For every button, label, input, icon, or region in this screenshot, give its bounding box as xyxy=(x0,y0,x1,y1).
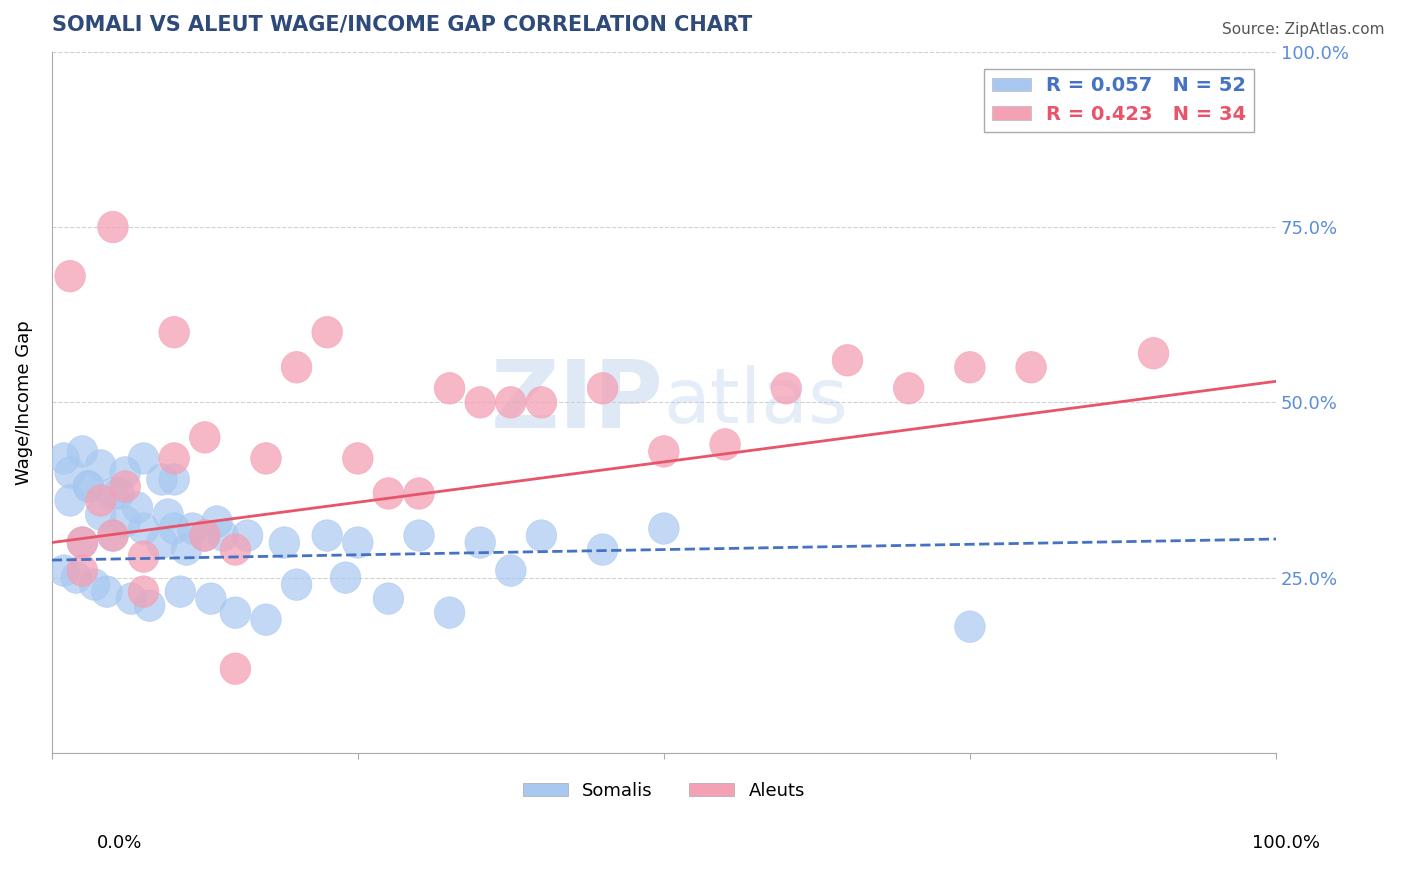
Ellipse shape xyxy=(201,506,232,537)
Ellipse shape xyxy=(159,317,190,348)
Ellipse shape xyxy=(146,464,177,495)
Ellipse shape xyxy=(250,442,281,475)
Ellipse shape xyxy=(97,520,128,551)
Ellipse shape xyxy=(110,457,141,488)
Ellipse shape xyxy=(91,576,122,607)
Ellipse shape xyxy=(312,520,343,551)
Ellipse shape xyxy=(60,562,91,593)
Ellipse shape xyxy=(710,429,741,460)
Ellipse shape xyxy=(86,484,117,516)
Text: 100.0%: 100.0% xyxy=(1253,834,1320,852)
Ellipse shape xyxy=(770,373,801,404)
Text: SOMALI VS ALEUT WAGE/INCOME GAP CORRELATION CHART: SOMALI VS ALEUT WAGE/INCOME GAP CORRELAT… xyxy=(52,15,752,35)
Ellipse shape xyxy=(177,513,208,544)
Ellipse shape xyxy=(434,597,465,629)
Ellipse shape xyxy=(79,569,110,600)
Ellipse shape xyxy=(250,604,281,635)
Ellipse shape xyxy=(97,478,128,509)
Ellipse shape xyxy=(97,520,128,551)
Ellipse shape xyxy=(343,527,373,558)
Ellipse shape xyxy=(153,499,183,530)
Ellipse shape xyxy=(893,373,924,404)
Ellipse shape xyxy=(86,450,117,481)
Ellipse shape xyxy=(190,520,221,551)
Ellipse shape xyxy=(832,344,863,376)
Ellipse shape xyxy=(404,478,434,509)
Ellipse shape xyxy=(465,386,495,418)
Ellipse shape xyxy=(1015,351,1046,383)
Ellipse shape xyxy=(1139,337,1168,369)
Ellipse shape xyxy=(648,513,679,544)
Ellipse shape xyxy=(165,576,195,607)
Ellipse shape xyxy=(159,442,190,475)
Ellipse shape xyxy=(67,555,97,586)
Ellipse shape xyxy=(221,533,250,566)
Ellipse shape xyxy=(128,576,159,607)
Ellipse shape xyxy=(588,373,619,404)
Ellipse shape xyxy=(955,351,986,383)
Ellipse shape xyxy=(55,484,86,516)
Ellipse shape xyxy=(955,611,986,642)
Ellipse shape xyxy=(232,520,263,551)
Ellipse shape xyxy=(67,527,97,558)
Ellipse shape xyxy=(343,442,373,475)
Ellipse shape xyxy=(330,562,361,593)
Ellipse shape xyxy=(269,527,299,558)
Ellipse shape xyxy=(190,520,221,551)
Ellipse shape xyxy=(86,499,117,530)
Ellipse shape xyxy=(281,351,312,383)
Ellipse shape xyxy=(117,582,146,615)
Ellipse shape xyxy=(122,491,153,524)
Ellipse shape xyxy=(110,506,141,537)
Ellipse shape xyxy=(190,422,221,453)
Ellipse shape xyxy=(172,533,201,566)
Ellipse shape xyxy=(404,520,434,551)
Ellipse shape xyxy=(128,513,159,544)
Ellipse shape xyxy=(97,211,128,243)
Ellipse shape xyxy=(73,471,104,502)
Ellipse shape xyxy=(221,597,250,629)
Ellipse shape xyxy=(208,520,239,551)
Ellipse shape xyxy=(128,442,159,475)
Ellipse shape xyxy=(526,386,557,418)
Ellipse shape xyxy=(312,317,343,348)
Y-axis label: Wage/Income Gap: Wage/Income Gap xyxy=(15,320,32,484)
Ellipse shape xyxy=(104,478,135,509)
Ellipse shape xyxy=(55,260,86,292)
Ellipse shape xyxy=(648,435,679,467)
Text: 0.0%: 0.0% xyxy=(97,834,142,852)
Ellipse shape xyxy=(159,464,190,495)
Ellipse shape xyxy=(588,533,619,566)
Legend: Somalis, Aleuts: Somalis, Aleuts xyxy=(516,774,813,807)
Text: ZIP: ZIP xyxy=(491,356,664,449)
Text: atlas: atlas xyxy=(664,366,849,440)
Ellipse shape xyxy=(55,457,86,488)
Ellipse shape xyxy=(373,582,404,615)
Ellipse shape xyxy=(221,653,250,684)
Ellipse shape xyxy=(49,442,79,475)
Ellipse shape xyxy=(146,527,177,558)
Ellipse shape xyxy=(128,541,159,573)
Ellipse shape xyxy=(73,471,104,502)
Ellipse shape xyxy=(281,569,312,600)
Ellipse shape xyxy=(465,527,495,558)
Ellipse shape xyxy=(110,471,141,502)
Ellipse shape xyxy=(49,555,79,586)
Ellipse shape xyxy=(495,386,526,418)
Ellipse shape xyxy=(195,582,226,615)
Ellipse shape xyxy=(526,520,557,551)
Ellipse shape xyxy=(495,555,526,586)
Ellipse shape xyxy=(67,435,97,467)
Ellipse shape xyxy=(434,373,465,404)
Ellipse shape xyxy=(67,527,97,558)
Ellipse shape xyxy=(159,513,190,544)
Ellipse shape xyxy=(373,478,404,509)
Text: Source: ZipAtlas.com: Source: ZipAtlas.com xyxy=(1222,22,1385,37)
Ellipse shape xyxy=(135,590,165,622)
